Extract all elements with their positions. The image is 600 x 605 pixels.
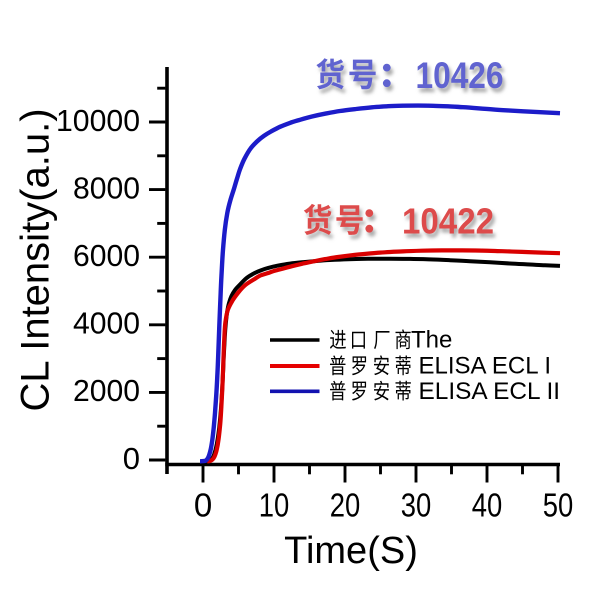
svg-text:10000: 10000: [56, 103, 140, 138]
svg-text:The: The: [411, 327, 452, 354]
svg-text:10: 10: [259, 487, 290, 524]
svg-text:8000: 8000: [73, 170, 140, 205]
svg-text:40: 40: [472, 487, 503, 524]
svg-text:50: 50: [543, 487, 574, 524]
svg-text:ELISA ECL II: ELISA ECL II: [419, 378, 561, 405]
svg-text:ELISA ECL I: ELISA ECL I: [419, 353, 552, 380]
svg-text:Time(S): Time(S): [284, 530, 418, 572]
svg-text:CL Intensity(a.u.): CL Intensity(a.u.): [14, 108, 58, 411]
svg-text:30: 30: [401, 487, 432, 524]
svg-text:10422: 10422: [402, 201, 494, 242]
svg-text:0: 0: [194, 487, 212, 524]
svg-text:0: 0: [123, 441, 140, 476]
svg-text:6000: 6000: [73, 238, 140, 273]
svg-text:2000: 2000: [73, 373, 140, 408]
svg-text:20: 20: [330, 487, 361, 524]
svg-text:4000: 4000: [73, 306, 140, 341]
svg-text:10426: 10426: [416, 55, 504, 96]
